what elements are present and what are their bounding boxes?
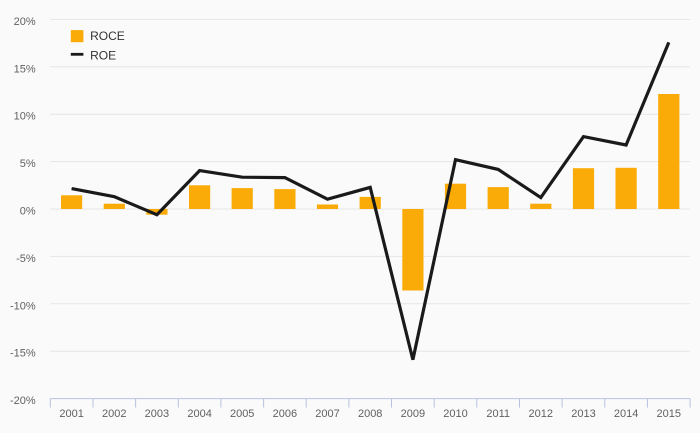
svg-text:2014: 2014 xyxy=(614,408,638,420)
svg-text:2011: 2011 xyxy=(486,408,510,420)
svg-text:2004: 2004 xyxy=(187,408,211,420)
svg-text:-15%: -15% xyxy=(10,348,36,360)
svg-text:2001: 2001 xyxy=(59,408,83,420)
svg-text:2007: 2007 xyxy=(315,408,339,420)
svg-text:2012: 2012 xyxy=(529,408,553,420)
svg-text:-20%: -20% xyxy=(10,395,36,407)
svg-text:20%: 20% xyxy=(14,16,36,28)
svg-text:2002: 2002 xyxy=(102,408,126,420)
svg-text:0%: 0% xyxy=(20,206,36,218)
svg-text:10%: 10% xyxy=(14,111,36,123)
svg-text:15%: 15% xyxy=(14,63,36,75)
svg-text:-10%: -10% xyxy=(10,300,36,312)
svg-text:ROE: ROE xyxy=(90,48,116,62)
svg-text:2015: 2015 xyxy=(657,408,681,420)
svg-text:2005: 2005 xyxy=(230,408,254,420)
svg-text:2010: 2010 xyxy=(443,408,467,420)
svg-text:2003: 2003 xyxy=(145,408,169,420)
svg-text:5%: 5% xyxy=(20,158,36,170)
svg-text:2006: 2006 xyxy=(273,408,297,420)
svg-text:2009: 2009 xyxy=(401,408,425,420)
svg-text:2013: 2013 xyxy=(571,408,595,420)
svg-text:-5%: -5% xyxy=(16,253,36,265)
svg-text:ROCE: ROCE xyxy=(90,29,125,43)
svg-text:2008: 2008 xyxy=(358,408,382,420)
